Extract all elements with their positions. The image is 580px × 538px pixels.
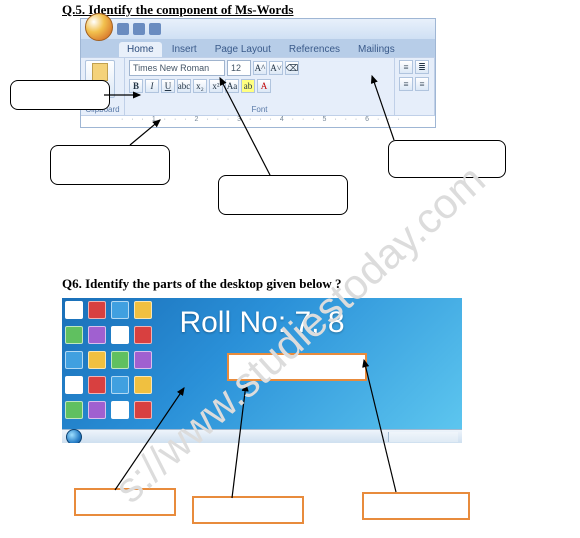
q6-answer-box-1 bbox=[192, 496, 304, 524]
highlight-button[interactable]: ab bbox=[241, 79, 255, 93]
desktop-icon bbox=[88, 376, 106, 394]
ruler: · · · 1 · · · 2 · · · 3 · · · 4 · · · 5 … bbox=[81, 115, 435, 127]
desktop-center-answer-box bbox=[227, 353, 367, 381]
start-button-icon[interactable] bbox=[66, 429, 82, 444]
qat-redo-icon[interactable] bbox=[149, 23, 161, 35]
q5-answer-box-0 bbox=[10, 80, 110, 110]
ribbon-body: Paste Clipboard Times New Roman 12 A^ A˅… bbox=[81, 57, 435, 115]
tab-page-layout[interactable]: Page Layout bbox=[207, 42, 279, 57]
clear-format-button[interactable]: ⌫ bbox=[285, 61, 299, 75]
shrink-font-button[interactable]: A˅ bbox=[269, 61, 283, 75]
italic-button[interactable]: I bbox=[145, 79, 159, 93]
desktop-icon bbox=[88, 351, 106, 369]
desktop-icon bbox=[134, 401, 152, 419]
font-size-select[interactable]: 12 bbox=[227, 60, 251, 76]
word-ribbon: Home Insert Page Layout References Maili… bbox=[80, 18, 436, 128]
ribbon-titlebar bbox=[81, 19, 435, 39]
desktop-icon bbox=[65, 376, 83, 394]
superscript-button[interactable]: x² bbox=[209, 79, 223, 93]
case-button[interactable]: Aa bbox=[225, 79, 239, 93]
qat-undo-icon[interactable] bbox=[133, 23, 145, 35]
strike-button[interactable]: abc bbox=[177, 79, 191, 93]
font-color-button[interactable]: A bbox=[257, 79, 271, 93]
desktop-icon bbox=[111, 351, 129, 369]
q6-answer-box-2 bbox=[362, 492, 470, 520]
qat-save-icon[interactable] bbox=[117, 23, 129, 35]
desktop-icon bbox=[88, 401, 106, 419]
desktop-icon bbox=[134, 376, 152, 394]
desktop-screenshot: Roll No: 7, 8 bbox=[62, 298, 462, 443]
desktop-icon bbox=[65, 351, 83, 369]
desktop-icon bbox=[111, 376, 129, 394]
q5-answer-box-2 bbox=[218, 175, 348, 215]
desktop-icon bbox=[65, 401, 83, 419]
tab-references[interactable]: References bbox=[281, 42, 348, 57]
system-tray bbox=[388, 432, 458, 442]
align-center-button[interactable]: ≡ bbox=[415, 77, 429, 91]
underline-button[interactable]: U bbox=[161, 79, 175, 93]
grow-font-button[interactable]: A^ bbox=[253, 61, 267, 75]
tab-home[interactable]: Home bbox=[119, 42, 162, 57]
ribbon-tabs: Home Insert Page Layout References Maili… bbox=[81, 39, 435, 57]
bullets-button[interactable]: ≡ bbox=[399, 60, 413, 74]
q5-answer-box-3 bbox=[388, 140, 506, 178]
q6-answer-box-0 bbox=[74, 488, 176, 516]
group-paragraph: ≡ ≣ ≡ ≡ bbox=[395, 58, 435, 115]
paste-icon bbox=[92, 63, 108, 81]
bold-button[interactable]: B bbox=[129, 79, 143, 93]
group-font: Times New Roman 12 A^ A˅ ⌫ B I U abc x₂ … bbox=[125, 58, 395, 115]
office-button-icon[interactable] bbox=[85, 13, 113, 41]
q5-answer-box-1 bbox=[50, 145, 170, 185]
tab-insert[interactable]: Insert bbox=[164, 42, 205, 57]
wallpaper-text: Roll No: 7, 8 bbox=[62, 306, 462, 340]
align-left-button[interactable]: ≡ bbox=[399, 77, 413, 91]
font-name-select[interactable]: Times New Roman bbox=[129, 60, 225, 76]
subscript-button[interactable]: x₂ bbox=[193, 79, 207, 93]
taskbar bbox=[62, 429, 462, 443]
font-group-label: Font bbox=[125, 105, 394, 114]
q6-title: Q6. Identify the parts of the desktop gi… bbox=[62, 276, 342, 292]
quick-access-toolbar bbox=[117, 23, 161, 35]
tab-mailings[interactable]: Mailings bbox=[350, 42, 403, 57]
numbering-button[interactable]: ≣ bbox=[415, 60, 429, 74]
desktop-icon bbox=[111, 401, 129, 419]
desktop-icon bbox=[134, 351, 152, 369]
